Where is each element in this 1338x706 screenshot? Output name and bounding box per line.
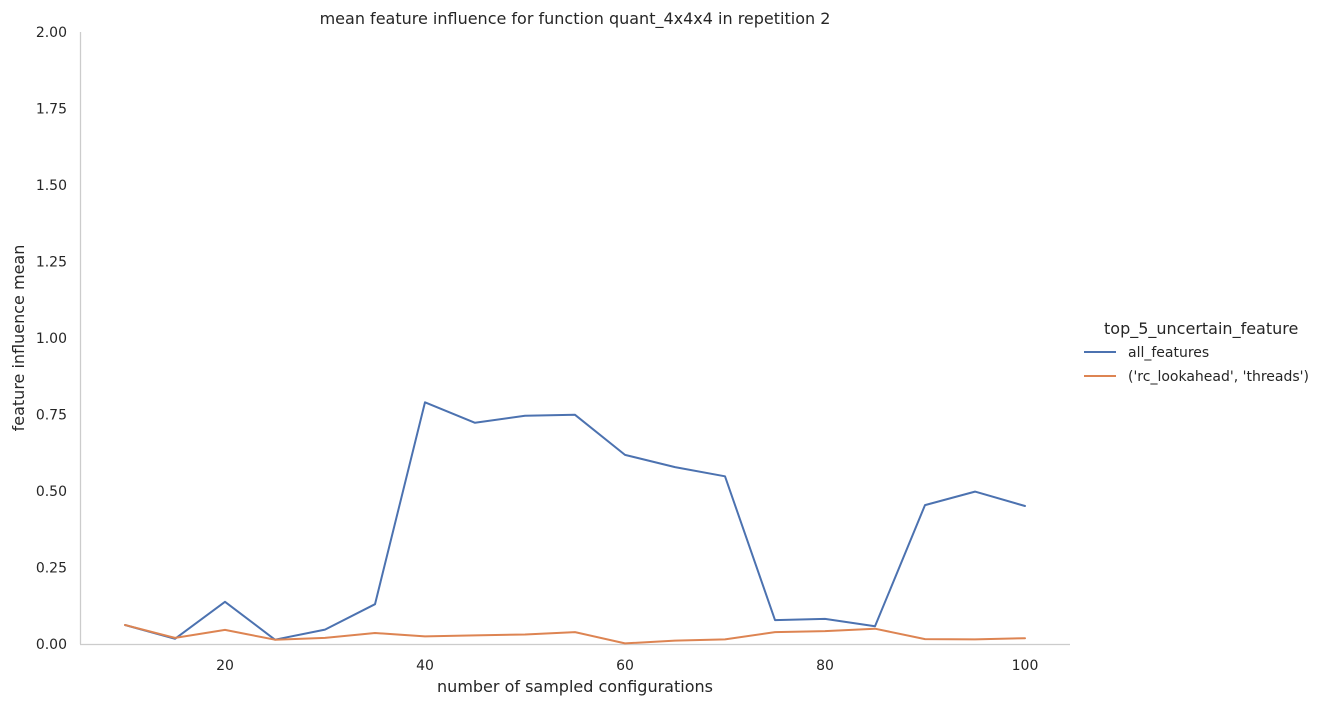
series-layer xyxy=(124,401,1026,645)
chart-title: mean feature influence for function quan… xyxy=(320,9,831,29)
y-tick-label: 2.00 xyxy=(36,25,67,41)
x-axis-label: number of sampled configurations xyxy=(437,677,713,696)
legend-title: top_5_uncertain_feature xyxy=(1104,319,1298,339)
x-tick-label: 20 xyxy=(216,658,234,674)
y-axis-label: feature influence mean xyxy=(9,245,28,432)
y-tick-label: 1.00 xyxy=(36,331,67,347)
x-tick-label: 60 xyxy=(616,658,634,674)
legend-label-rc-lookahead-threads: ('rc_lookahead', 'threads') xyxy=(1128,369,1309,385)
x-tick-label: 40 xyxy=(416,658,434,674)
x-tick-label: 100 xyxy=(1012,658,1039,674)
series-line-all-features xyxy=(124,401,1026,641)
y-tick-label: 0.50 xyxy=(36,484,67,500)
x-axis-ticks: 20 40 60 80 100 xyxy=(216,658,1038,674)
x-tick-label: 80 xyxy=(816,658,834,674)
y-tick-label: 1.75 xyxy=(36,102,67,118)
legend-label-all-features: all_features xyxy=(1128,345,1209,361)
y-tick-label: 1.50 xyxy=(36,178,67,194)
y-axis-ticks: 0.00 0.25 0.50 0.75 1.00 1.25 1.50 1.75 2.00 xyxy=(36,25,67,653)
y-tick-label: 1.25 xyxy=(36,255,67,271)
y-tick-label: 0.75 xyxy=(36,408,67,424)
y-tick-label: 0.00 xyxy=(36,637,67,653)
y-tick-label: 0.25 xyxy=(36,561,67,577)
legend: top_5_uncertain_feature all_features ('r… xyxy=(1084,319,1309,385)
series-line-rc-lookahead-threads xyxy=(124,624,1026,645)
